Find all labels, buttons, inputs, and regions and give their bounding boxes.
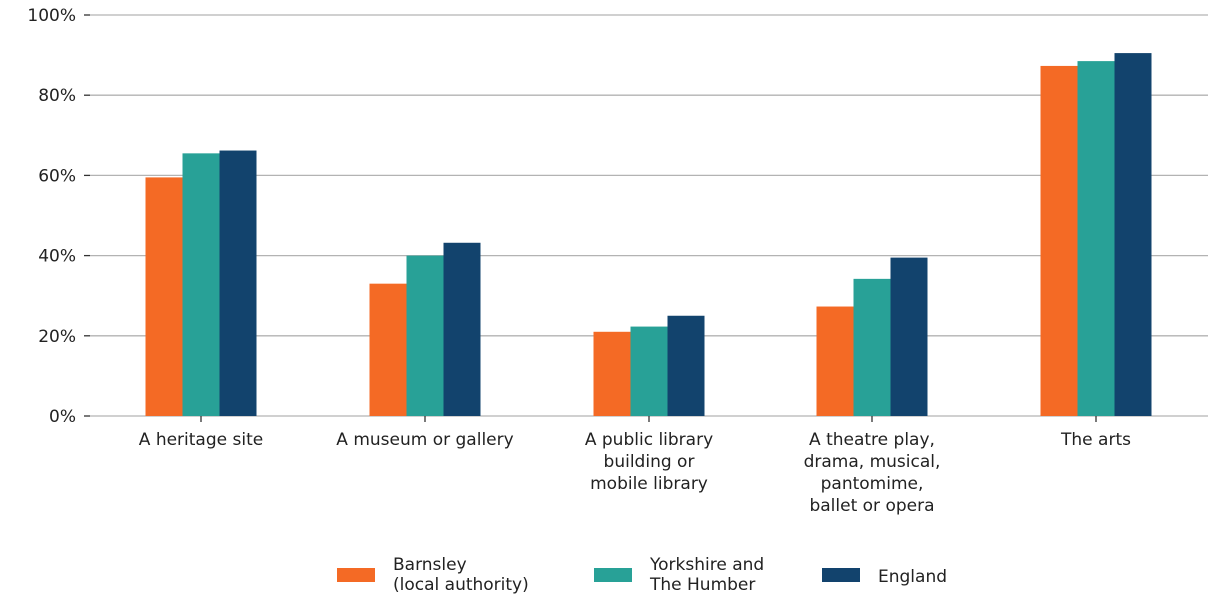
x-category-label: The arts [1060,430,1131,450]
x-category-label: A theatre play, drama, musical, pantomime,… [804,430,941,516]
x-axis: A heritage site A museum or gallery A publ… [139,416,1131,516]
bar [406,255,444,416]
legend-label: Barnsley (local authority) [393,555,529,595]
y-axis: 0% 20% 40% 60% 80% 100% [27,6,90,427]
legend-label: England [878,567,947,587]
y-tick-label: 20% [38,327,76,347]
x-category-label: A heritage site [139,430,263,450]
gridlines [90,14,1208,417]
legend-swatch [337,568,375,582]
bar [443,242,481,416]
bar [667,315,705,416]
bar [1040,65,1078,416]
bar [630,326,668,416]
x-category-label: A public library building or mobile librar… [585,430,713,494]
bars [145,53,1152,417]
bar [816,306,854,416]
legend-label: Yorkshire and The Humber [649,555,764,595]
bar [369,283,407,416]
bar [1114,53,1152,416]
y-tick-label: 0% [49,407,76,427]
y-tick-label: 40% [38,247,76,267]
bar [890,257,928,416]
y-tick-label: 100% [27,6,76,26]
bar [182,153,220,416]
bar [593,331,631,416]
legend-swatch [822,568,860,582]
bar [1077,61,1115,417]
legend: Barnsley (local authority) Yorkshire and Th… [337,555,947,595]
bar [145,177,183,416]
bar [853,278,891,416]
y-tick-label: 80% [38,86,76,106]
bar [219,150,257,416]
x-category-label: A museum or gallery [336,430,513,450]
y-tick-label: 60% [38,166,76,186]
legend-swatch [594,568,632,582]
